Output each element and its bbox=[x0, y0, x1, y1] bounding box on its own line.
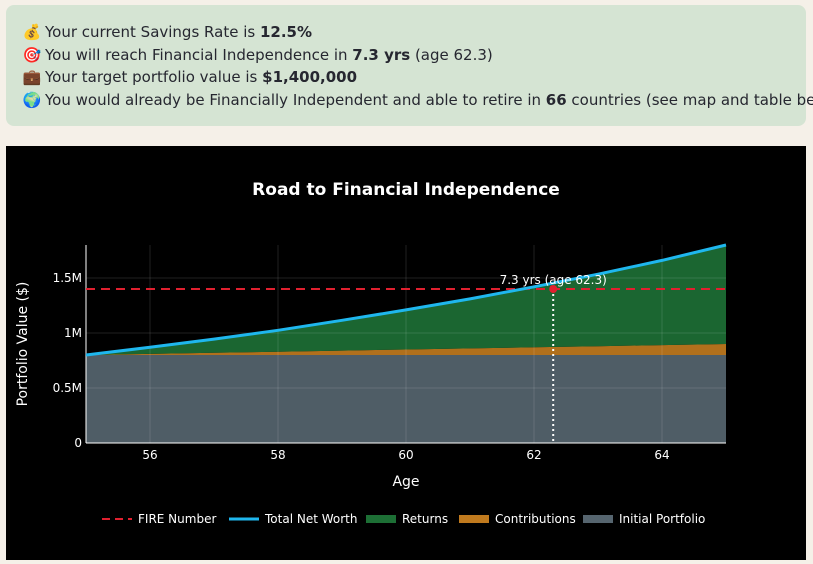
y-tick-label: 0 bbox=[74, 436, 82, 450]
fi-time-line: 🎯 You will reach Financial Independence i… bbox=[22, 44, 792, 67]
countries-value: 66 bbox=[545, 90, 567, 109]
legend-label-returns: Returns bbox=[402, 512, 448, 526]
y-tick-label: 0.5M bbox=[53, 381, 82, 395]
globe-icon: 🌍 bbox=[22, 90, 42, 109]
y-tick-label: 1M bbox=[64, 326, 82, 340]
x-axis-label: Age bbox=[392, 474, 419, 490]
fi-age-text: (age 62.3) bbox=[410, 45, 493, 64]
chart-panel[interactable]: Road to Financial Independence 7.3 yrs (a… bbox=[6, 146, 806, 560]
briefcase-icon: 💼 bbox=[22, 68, 42, 86]
countries-line: 🌍 You would already be Financially Indepe… bbox=[22, 89, 813, 112]
x-tick-label: 62 bbox=[526, 448, 541, 462]
area-initial-portfolio bbox=[86, 355, 726, 443]
savings-rate-line: 💰 Your current Savings Rate is 12.5% bbox=[22, 21, 792, 44]
savings-rate-value: 12.5% bbox=[259, 23, 312, 41]
target-portfolio-value: $1,400,000 bbox=[262, 68, 358, 86]
money-bag-icon: 💰 bbox=[22, 23, 42, 41]
chart-title: Road to Financial Independence bbox=[252, 180, 560, 200]
fi-time-value: 7.3 yrs bbox=[352, 45, 411, 64]
area-returns bbox=[86, 245, 726, 355]
x-tick-label: 56 bbox=[142, 448, 157, 462]
legend-swatch-returns bbox=[366, 515, 396, 523]
target-portfolio-text: Your target portfolio value is bbox=[45, 68, 263, 86]
x-tick-label: 58 bbox=[270, 448, 285, 462]
x-tick-label: 64 bbox=[654, 448, 669, 462]
road-to-fi-chart[interactable]: Road to Financial Independence 7.3 yrs (a… bbox=[6, 146, 806, 560]
legend-label-initial-portfolio: Initial Portfolio bbox=[619, 512, 705, 526]
legend-label-contributions: Contributions bbox=[495, 512, 576, 526]
legend-swatch-contributions bbox=[459, 515, 489, 523]
fi-time-text: You will reach Financial Independence in bbox=[45, 45, 353, 64]
savings-rate-text: Your current Savings Rate is bbox=[45, 23, 260, 41]
fire-summary-box: 💰 Your current Savings Rate is 12.5% 🎯 You… bbox=[6, 5, 813, 126]
fi-point-marker bbox=[549, 285, 558, 293]
y-tick-label: 1.5M bbox=[53, 271, 82, 285]
target-portfolio-line: 💼 Your target portfolio value is $1,400,0… bbox=[22, 66, 792, 89]
countries-text: You would already be Financially Indepen… bbox=[45, 90, 546, 109]
y-axis-label: Portfolio Value ($) bbox=[15, 282, 31, 407]
legend-label-total-net-worth: Total Net Worth bbox=[264, 512, 357, 526]
target-icon: 🎯 bbox=[22, 45, 42, 64]
fi-annotation-label: 7.3 yrs (age 62.3) bbox=[500, 273, 607, 287]
total-net-worth-line bbox=[85, 243, 727, 357]
x-tick-label: 60 bbox=[398, 448, 413, 462]
legend-label-fire-number: FIRE Number bbox=[138, 512, 216, 526]
countries-suffix: countries (see map and table below) bbox=[571, 90, 813, 109]
legend-swatch-initial-portfolio bbox=[583, 515, 613, 523]
